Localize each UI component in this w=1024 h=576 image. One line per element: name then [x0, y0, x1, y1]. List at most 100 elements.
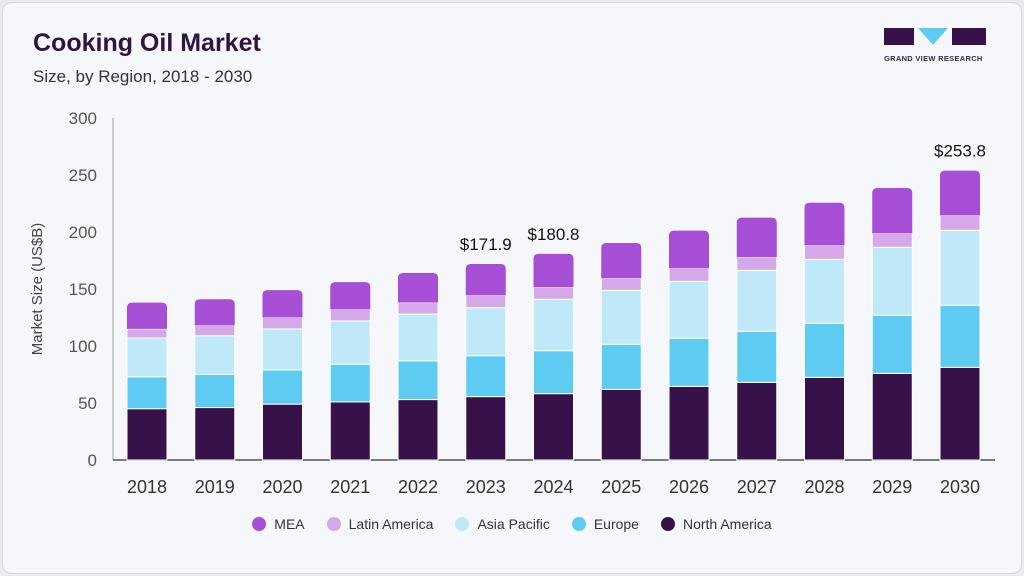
x-tick-label: 2024 — [533, 477, 573, 497]
y-tick-label: 150 — [69, 280, 97, 299]
bar-segment-north-america — [397, 399, 439, 461]
legend-item-asia-pacific[interactable]: Asia Pacific — [455, 516, 550, 532]
y-tick-label: 0 — [88, 451, 97, 470]
bar-segment-europe — [668, 337, 710, 387]
bar-segment-latin-america — [465, 294, 507, 309]
legend-item-north-america[interactable]: North America — [660, 516, 772, 532]
bar-segment-europe — [939, 304, 981, 368]
y-tick-label: 300 — [69, 109, 97, 128]
y-tick-label: 200 — [69, 223, 97, 242]
data-label: $180.8 — [528, 225, 580, 244]
bar-segment-latin-america — [397, 302, 439, 315]
grand-view-research-logo: GRAND VIEW RESEARCH — [884, 28, 986, 63]
bar-segment-europe — [262, 369, 303, 405]
legend-item-mea[interactable]: MEA — [252, 516, 305, 532]
bar-segment-asia-pacific — [736, 269, 778, 332]
bar-segment-mea — [127, 302, 167, 329]
bar-segment-asia-pacific — [804, 258, 845, 324]
x-tick-label: 2020 — [262, 477, 302, 497]
bar-segment-latin-america — [736, 256, 778, 271]
legend-label: Asia Pacific — [477, 516, 550, 532]
bar-segment-asia-pacific — [939, 229, 981, 306]
bar-segment-europe — [871, 314, 913, 374]
bar-segment-asia-pacific — [262, 328, 303, 371]
bar-segment-mea — [601, 242, 642, 279]
y-tick-label: 100 — [69, 337, 97, 356]
bar-segment-north-america — [194, 407, 236, 461]
x-tick-label: 2021 — [330, 477, 370, 497]
legend-label: Europe — [593, 516, 639, 532]
bar-segment-latin-america — [262, 317, 303, 330]
bar-segment-mea — [330, 282, 371, 310]
legend-item-latin-america[interactable]: Latin America — [326, 516, 434, 532]
legend-swatch-icon — [455, 517, 470, 531]
data-label: $253.8 — [934, 142, 986, 161]
bar-segment-mea — [398, 273, 438, 303]
y-axis-label: Market Size (US$B) — [29, 223, 46, 356]
x-tick-label: 2022 — [398, 477, 438, 497]
bar-segment-europe — [533, 350, 574, 395]
bar-segment-north-america — [600, 388, 642, 461]
bar-segment-asia-pacific — [194, 335, 236, 375]
bar-segment-asia-pacific — [600, 289, 642, 345]
bar-segment-north-america — [939, 366, 981, 461]
bar-segment-latin-america — [533, 286, 574, 300]
bar-segment-latin-america — [329, 309, 371, 322]
x-tick-label: 2027 — [737, 477, 777, 497]
bar-segment-asia-pacific — [871, 246, 913, 316]
bar-segment-europe — [126, 376, 168, 410]
bar-segment-mea — [872, 187, 913, 234]
bar-segment-latin-america — [600, 277, 642, 291]
legend-swatch-icon — [252, 517, 267, 531]
logo-text: GRAND VIEW RESEARCH — [884, 54, 983, 63]
logo-mark-icon — [884, 28, 986, 45]
bar-segment-latin-america — [126, 328, 168, 339]
bar-segment-north-america — [329, 401, 371, 461]
bar-segment-latin-america — [668, 267, 710, 282]
legend-swatch-icon — [326, 517, 341, 531]
bar-segment-mea — [262, 290, 303, 318]
legend-swatch-icon — [571, 517, 586, 531]
bar-segment-latin-america — [194, 324, 236, 337]
bar-segment-europe — [465, 355, 507, 398]
bar-segment-north-america — [126, 408, 168, 461]
bar-segment-north-america — [262, 403, 303, 461]
bar-segment-asia-pacific — [465, 307, 507, 357]
bar-segment-north-america — [871, 372, 913, 461]
bar-segment-latin-america — [871, 232, 913, 248]
bar-segment-latin-america — [939, 214, 981, 231]
bar-segment-europe — [329, 363, 371, 403]
bar-segment-north-america — [804, 376, 845, 461]
bar-segment-europe — [804, 322, 845, 378]
bar-segment-north-america — [465, 396, 507, 461]
bar-segment-latin-america — [804, 244, 845, 260]
legend-item-europe[interactable]: Europe — [571, 516, 639, 532]
legend-label: North America — [682, 516, 772, 532]
bar-segment-mea — [465, 264, 506, 296]
x-tick-label: 2030 — [940, 477, 980, 497]
bar-segment-mea — [194, 299, 235, 326]
legend-label: MEA — [274, 516, 305, 532]
bar-segment-mea — [804, 202, 845, 246]
bar-segment-north-america — [736, 381, 778, 461]
bar-segment-mea — [669, 230, 709, 269]
legend-label: Latin America — [348, 516, 434, 532]
x-tick-label: 2029 — [872, 477, 912, 497]
bar-segment-europe — [397, 360, 439, 401]
x-tick-label: 2028 — [804, 477, 844, 497]
data-label: $171.9 — [460, 235, 512, 254]
x-tick-label: 2026 — [669, 477, 709, 497]
legend: MEA Latin America Asia Pacific Europe North … — [0, 516, 1024, 532]
bar-segment-north-america — [668, 385, 710, 461]
chart-subtitle: Size, by Region, 2018 - 2030 — [33, 67, 253, 86]
bar-segment-asia-pacific — [329, 320, 371, 365]
y-tick-label: 50 — [78, 394, 97, 413]
legend-swatch-icon — [660, 517, 675, 531]
bar-segment-mea — [940, 170, 980, 216]
x-tick-label: 2018 — [127, 477, 167, 497]
bar-segment-europe — [194, 374, 236, 409]
x-tick-label: 2025 — [601, 477, 641, 497]
y-tick-label: 250 — [69, 166, 97, 185]
